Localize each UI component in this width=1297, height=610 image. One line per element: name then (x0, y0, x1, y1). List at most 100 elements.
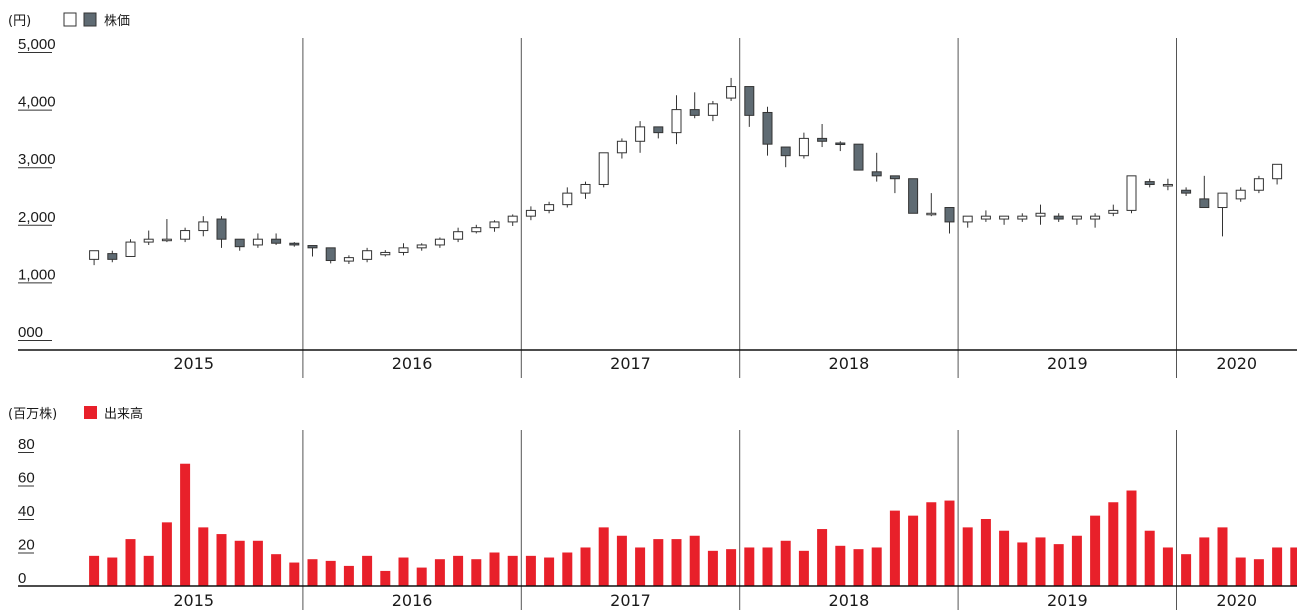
volume-bar (689, 535, 700, 586)
legend-down-swatch (83, 12, 97, 27)
candle (1035, 204, 1046, 225)
candle (507, 214, 518, 226)
volume-bar (198, 527, 209, 586)
candle (798, 132, 809, 159)
candle (453, 227, 464, 243)
candle (780, 146, 791, 168)
candle-body (1217, 192, 1228, 209)
candle (398, 243, 409, 256)
volume-bar (434, 559, 445, 586)
price-ytick-label: 000 (18, 324, 43, 341)
candle-body (944, 207, 955, 223)
candle-body (198, 221, 209, 232)
candle-body (1253, 178, 1264, 191)
volume-bar (453, 555, 464, 586)
candle-body (1126, 175, 1137, 211)
volume-bar (817, 529, 828, 586)
volume-bar (1108, 502, 1119, 586)
candle-body (1053, 215, 1064, 220)
candle (544, 201, 555, 214)
volume-bar (507, 555, 518, 586)
candle-body (798, 137, 809, 157)
candle-body (380, 251, 391, 256)
volume-bar (562, 552, 573, 586)
volume-bar (871, 547, 882, 586)
volume-bar (835, 545, 846, 586)
volume-bar (471, 559, 482, 586)
candle (161, 219, 172, 243)
volume-bar (744, 547, 755, 586)
volume-bar (489, 552, 500, 586)
volume-year-label: 2017 (610, 591, 651, 610)
volume-bar (1290, 547, 1297, 586)
volume-legend-label: 出来高 (104, 406, 143, 422)
volume-ytick-label: 40 (18, 503, 35, 520)
candle-body (544, 204, 555, 211)
candle-body (780, 146, 791, 157)
candle (1126, 175, 1137, 214)
volume-year-label: 2016 (392, 591, 433, 610)
price-year-label: 2017 (610, 354, 651, 373)
candle (1253, 175, 1264, 194)
candle (289, 242, 300, 247)
candle (1108, 204, 1119, 217)
volume-bar (616, 535, 627, 586)
volume-bar (161, 522, 172, 586)
volume-bar (271, 554, 282, 586)
candle (1199, 175, 1210, 209)
volume-year-label: 2020 (1216, 591, 1257, 610)
price-year-label: 2015 (173, 354, 214, 373)
candle-body (271, 238, 282, 244)
volume-bar (325, 560, 336, 586)
volume-bar (1017, 542, 1028, 586)
price-legend-label: 株価 (104, 14, 130, 29)
candle-body (671, 109, 682, 134)
candle (1272, 163, 1283, 185)
price-legend: (円) 株価 (8, 12, 130, 29)
volume-bar (416, 567, 427, 586)
volume-bar (380, 570, 391, 586)
candle-body (453, 231, 464, 240)
volume-bar (962, 527, 973, 586)
candle-body (1162, 183, 1173, 187)
candle (143, 230, 154, 245)
price-year-label: 2020 (1216, 354, 1257, 373)
candle (944, 207, 955, 234)
volume-bar (544, 557, 555, 586)
candle (434, 237, 445, 248)
candle-body (1272, 163, 1283, 180)
candle-body (307, 245, 318, 249)
volume-ytick-label: 0 (18, 570, 26, 587)
candle-body (125, 241, 136, 257)
candle-body (616, 140, 627, 154)
price-candles (89, 77, 1283, 266)
candle (198, 216, 209, 237)
candle-body (744, 86, 755, 116)
candle (271, 233, 282, 245)
candle-body (635, 126, 646, 142)
candle-body (1181, 189, 1192, 194)
candle-body (398, 247, 409, 253)
candle (1017, 213, 1028, 222)
volume-bar (1217, 527, 1228, 586)
volume-bar (180, 463, 191, 586)
volume-bar (143, 555, 154, 586)
volume-bar (1272, 547, 1283, 586)
volume-bar (944, 500, 955, 586)
candle (980, 210, 991, 222)
candle-body (362, 250, 373, 260)
volume-bar (289, 562, 300, 586)
volume-bars (89, 463, 1297, 586)
volume-bar (1071, 535, 1082, 586)
candle-body (762, 111, 773, 145)
candle-body (835, 142, 846, 146)
candle (999, 215, 1010, 225)
volume-bar (926, 502, 937, 586)
volume-bar (252, 540, 263, 586)
volume-bar (1035, 537, 1046, 586)
candle (635, 121, 646, 153)
price-grid (302, 38, 1177, 378)
volume-bar (1181, 554, 1192, 586)
candle-body (653, 126, 664, 134)
volume-bar (853, 549, 864, 586)
